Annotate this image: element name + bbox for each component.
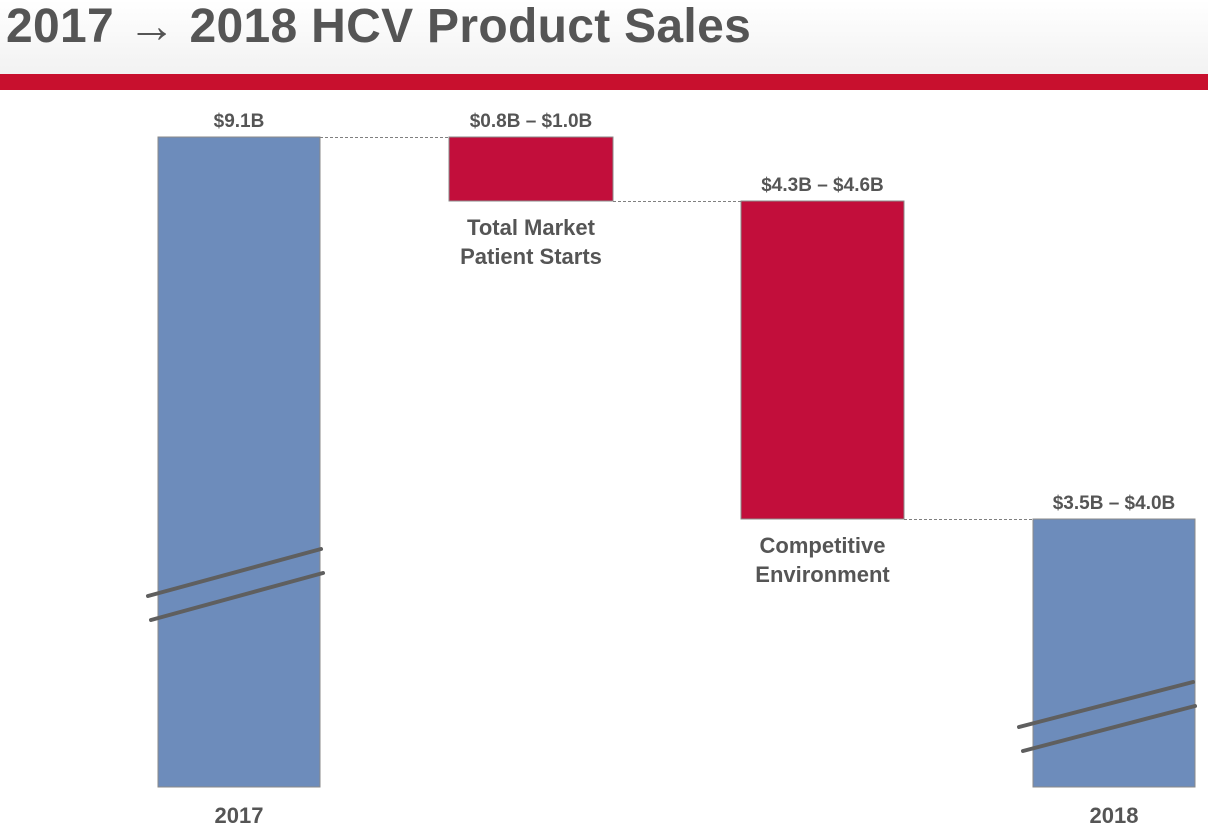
bar-total-market-patient-starts [448,136,614,202]
bar-2017 [157,136,321,788]
axis-break-line [146,547,323,598]
category-label-total-market-patient-starts: Total Market [467,215,596,240]
category-label-competitive-environment: Environment [755,562,890,587]
value-label-2018: $3.5B – $4.0B [1053,493,1176,514]
axis-break-line [149,571,325,622]
axis-break-line [1021,704,1197,753]
axis-break-line [1017,680,1195,729]
category-label-2018: 2018 [1090,803,1139,828]
value-label-2017: $9.1B [214,111,265,132]
category-label-competitive-environment: Competitive [760,533,886,558]
category-label-2017: 2017 [215,803,264,828]
slide-header: 2017 → 2018 HCV Product Sales [0,0,1208,74]
category-label-total-market-patient-starts: Patient Starts [460,244,602,269]
slide-title: 2017 → 2018 HCV Product Sales [6,0,752,53]
header-accent-bar [0,74,1208,90]
value-label-total-market-patient-starts: $0.8B – $1.0B [470,111,593,132]
value-label-competitive-environment: $4.3B – $4.6B [761,175,884,196]
bar-competitive-environment [740,200,905,520]
bar-2018 [1032,518,1196,788]
